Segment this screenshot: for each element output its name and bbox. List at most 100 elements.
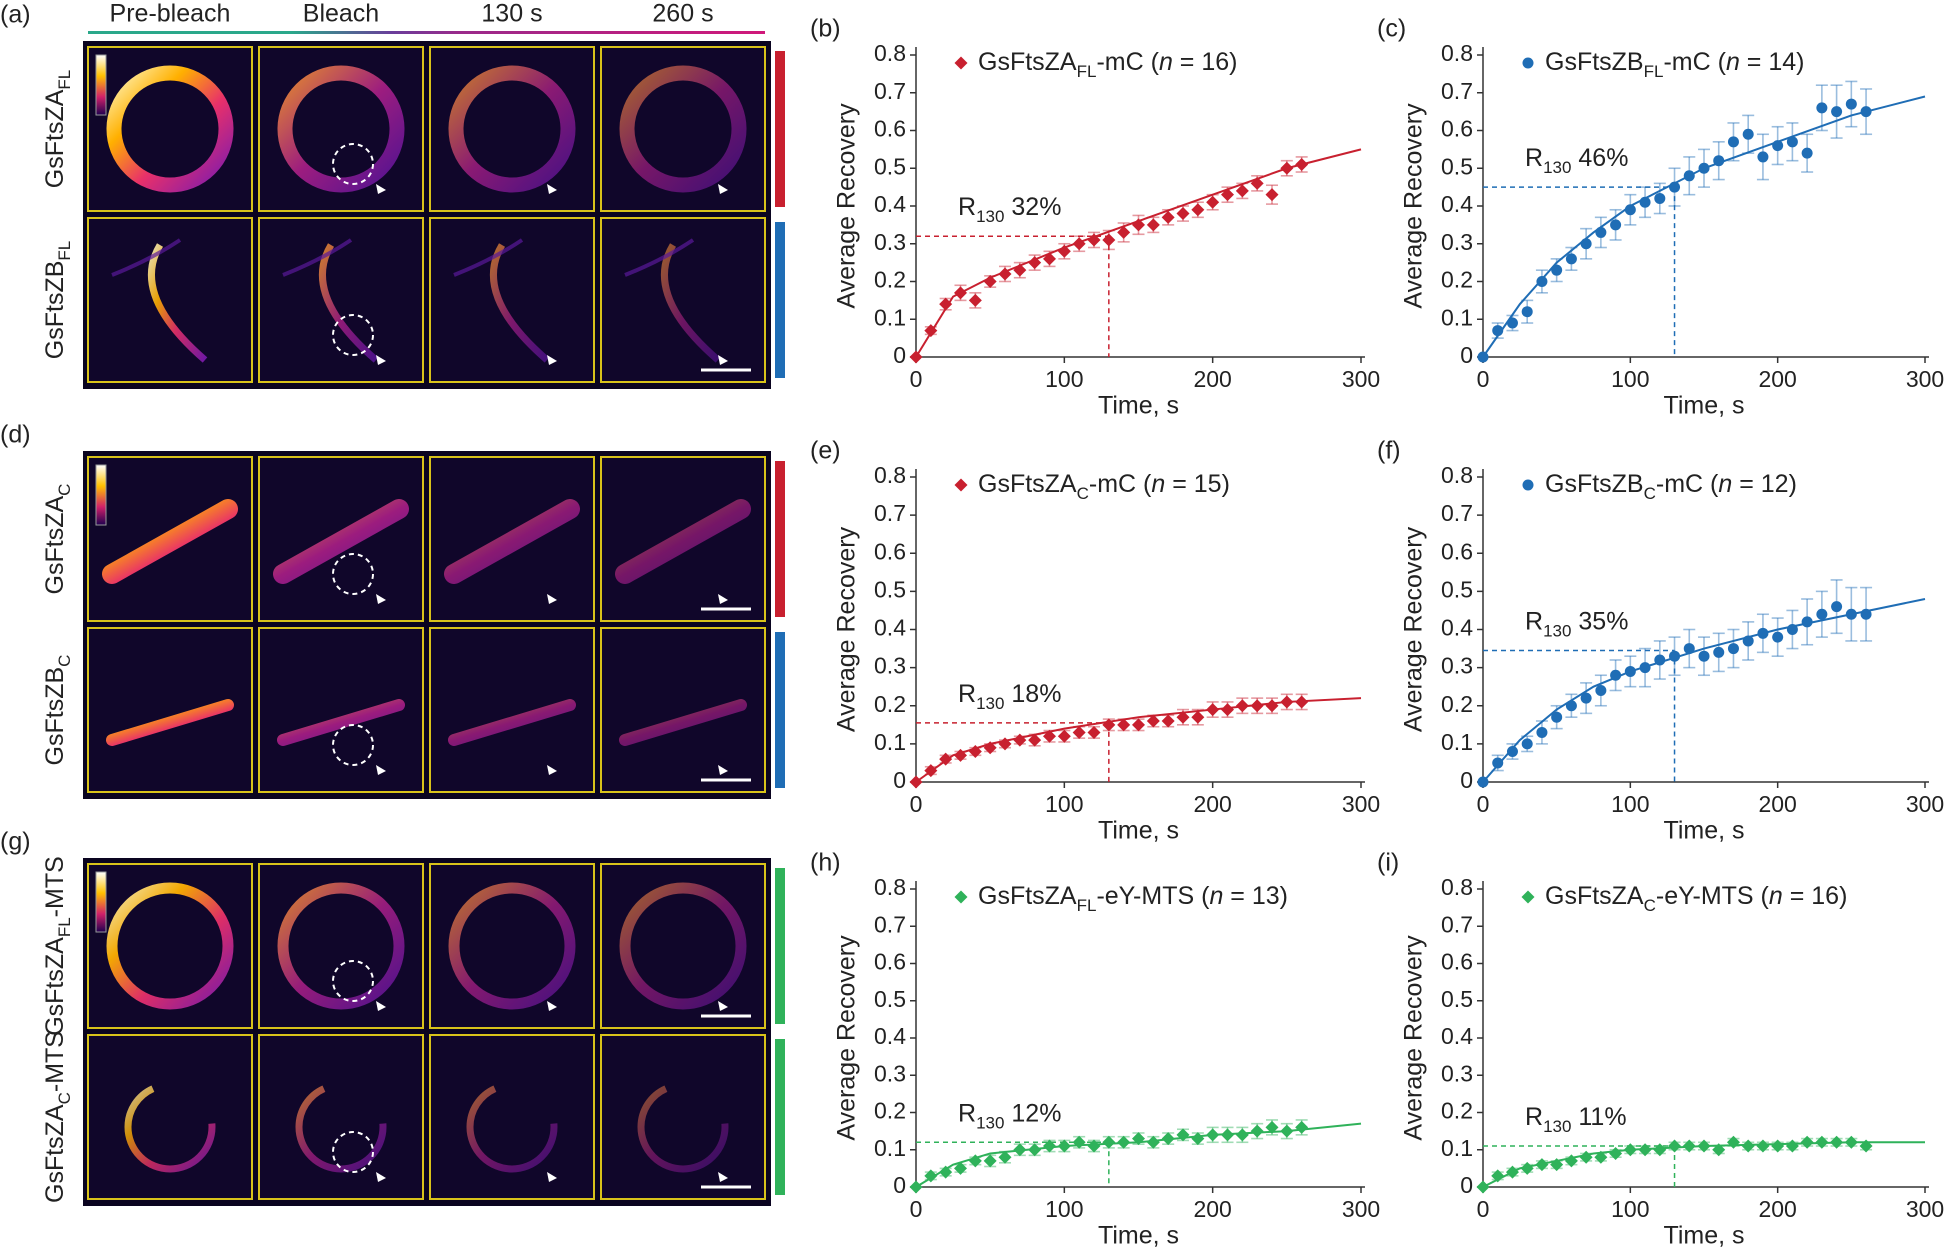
annotation-label: R130 32% [958,193,1061,226]
data-point [939,752,953,766]
text-part: n [1159,48,1173,76]
data-point [1668,1139,1682,1153]
data-point [939,297,953,311]
data-point [1654,654,1666,666]
cell-ring [637,1081,729,1173]
y-tick-label: 0.4 [874,615,906,641]
cell-rod [619,699,747,746]
y-tick-label: 0.8 [1441,462,1473,488]
y-tick-label: 0.6 [1441,949,1473,975]
y-tick-label: 0.1 [1441,729,1473,755]
data-point [1860,608,1872,620]
x-tick-label: 0 [910,791,923,817]
arrowhead [718,184,728,194]
cell-arc [282,238,353,277]
text-part: C [55,1092,74,1104]
text-part: = 16) [1173,48,1238,76]
data-point [1801,616,1813,628]
data-point [1087,1139,1101,1153]
y-tick-label: 0.1 [874,304,906,330]
row-label: GsFtsZBFL [41,241,74,359]
data-point [1580,238,1592,250]
data-point [1265,1120,1279,1134]
y-tick-label: 0.4 [1441,1023,1473,1049]
x-tick-label: 100 [1045,366,1083,392]
text-part: GsFtsZB [41,261,69,360]
data-point [1102,1135,1116,1149]
arrowhead [376,1172,386,1182]
legend-label: GsFtsZAFL-eY-MTS (n = 13) [978,882,1288,915]
x-tick-label: 200 [1758,1196,1796,1222]
text-part: 130 [976,1113,1004,1132]
annotation-label: R130 35% [1525,607,1628,640]
data-point [1624,665,1636,677]
data-point [1550,1158,1564,1172]
y-tick-label: 0 [893,342,906,368]
y-tick-label: 0.4 [1441,615,1473,641]
text-part: R [1525,144,1543,172]
text-part: FL [55,241,74,261]
text-part: 130 [1543,621,1571,640]
x-tick-label: 300 [1906,366,1944,392]
data-point [998,1150,1012,1164]
cell-ring [619,882,747,1010]
y-tick-label: 0.5 [874,986,906,1012]
data-point [1653,1143,1667,1157]
data-point [1565,253,1577,265]
arrowhead [718,1001,728,1011]
x-axis-label: Time, s [1098,1222,1179,1250]
data-point [1043,729,1056,743]
channel-bar [775,461,785,617]
colormap-bar [95,871,107,933]
data-point [1191,1132,1205,1146]
y-tick-label: 0.6 [874,538,906,564]
data-point [1639,662,1651,674]
row-label: GsFtsZAFL [41,70,74,188]
data-point [1639,196,1651,208]
y-tick-label: 0.4 [874,1023,906,1049]
cell-ring [448,882,576,1010]
text-part: n [1769,882,1783,910]
y-tick-label: 0 [893,767,906,793]
data-point [1506,746,1518,757]
y-axis-label: Average Recovery [1400,103,1428,309]
text-part: R [1525,1103,1543,1131]
data-point [1087,725,1101,739]
data-point [909,775,923,789]
y-tick-label: 0.7 [874,911,906,937]
data-point [1191,710,1205,724]
data-point [1610,219,1622,231]
data-point [1609,1146,1623,1160]
data-point [1072,237,1086,251]
cell-arc [624,238,695,277]
text-part: 12% [1004,1099,1061,1127]
x-tick-label: 300 [1906,791,1944,817]
data-point [1698,650,1710,662]
annotation-label: R130 46% [1525,144,1628,177]
text-part: n [1726,48,1740,76]
cell-ring [277,882,405,1010]
panel-label: (a) [0,1,31,29]
text-part: -mC ( [1096,48,1159,76]
text-part: 35% [1571,607,1628,635]
arrowhead [547,1172,557,1182]
column-header: 260 s [652,0,713,28]
image-frame [258,1034,424,1200]
y-tick-label: 0.2 [874,267,906,293]
cell-ring [106,882,234,1010]
text-part: R [1525,607,1543,635]
data-point [1295,157,1309,171]
data-point [1654,192,1666,204]
data-point [1191,203,1205,217]
data-point [1536,276,1548,287]
text-part: 130 [976,694,1004,713]
data-point [1713,155,1725,167]
x-tick-label: 300 [1342,791,1380,817]
x-tick-label: 0 [1477,1196,1490,1222]
data-point [1845,98,1857,110]
data-point [1476,1180,1490,1194]
arrowhead [718,1172,728,1182]
panel-label: (g) [0,828,31,856]
data-point [1477,776,1489,788]
data-point [1845,608,1857,620]
